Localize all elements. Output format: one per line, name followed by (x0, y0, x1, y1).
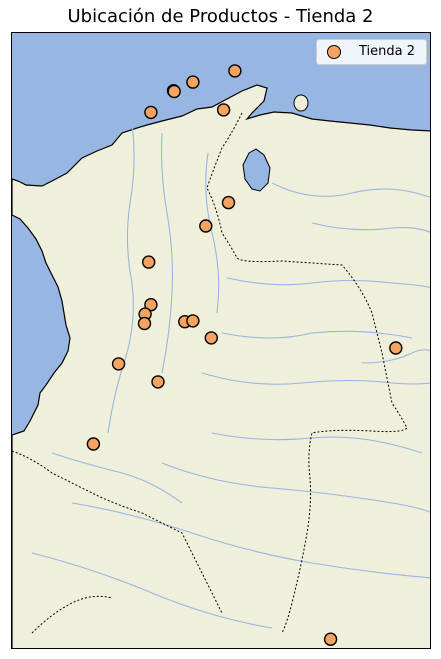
store-location-marker[interactable] (141, 255, 156, 269)
store-location-marker[interactable] (221, 195, 236, 210)
legend-label: Tienda 2 (359, 44, 416, 59)
map-canvas (12, 33, 430, 648)
rivers (31, 122, 430, 629)
store-location-marker[interactable] (144, 105, 158, 120)
map-panel[interactable] (11, 32, 431, 649)
store-location-marker[interactable] (186, 314, 200, 328)
store-location-marker[interactable] (167, 84, 181, 99)
legend: Tienda 2 (316, 39, 427, 65)
store-location-marker[interactable] (389, 341, 403, 355)
store-location-marker[interactable] (186, 75, 200, 89)
lake (242, 148, 271, 192)
store-location-marker[interactable] (323, 632, 338, 646)
island (293, 94, 309, 112)
store-location-marker[interactable] (228, 64, 242, 78)
store-location-marker[interactable] (86, 437, 101, 451)
store-location-marker[interactable] (144, 298, 158, 312)
legend-marker-icon (327, 45, 341, 59)
store-location-marker[interactable] (137, 316, 152, 331)
store-location-marker[interactable] (204, 331, 219, 345)
store-location-marker[interactable] (216, 103, 231, 117)
store-location-marker[interactable] (151, 375, 165, 389)
borders (12, 112, 408, 634)
map-title: Ubicación de Productos - Tienda 2 (67, 6, 374, 27)
markers-layer (86, 64, 403, 646)
store-location-marker[interactable] (199, 219, 213, 233)
land (12, 84, 430, 648)
store-location-marker[interactable] (111, 357, 126, 371)
